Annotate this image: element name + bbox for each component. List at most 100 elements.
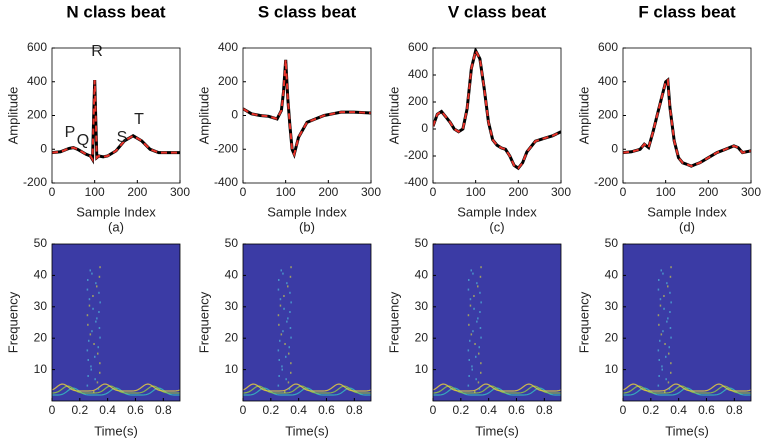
y-tick-label: 50 bbox=[34, 236, 48, 250]
spectrogram-background bbox=[433, 244, 561, 401]
x-tick-label: 200 bbox=[127, 185, 147, 199]
spectrogram-speckle bbox=[658, 323, 660, 326]
spectrogram-speckle bbox=[479, 327, 482, 329]
spectrogram-speckle bbox=[475, 355, 477, 358]
spectrogram-speckle bbox=[480, 266, 482, 269]
spectrogram-speckle bbox=[468, 323, 470, 326]
annotation: R bbox=[91, 43, 103, 60]
spectrogram-speckle bbox=[479, 311, 481, 313]
annotation: T bbox=[134, 111, 144, 128]
spectrogram-speckle bbox=[475, 378, 477, 381]
spectrogram-speckle bbox=[88, 304, 91, 307]
spectrogram-speckle bbox=[667, 381, 670, 384]
spectrogram-speckle bbox=[467, 288, 470, 291]
chart-title: F class beat bbox=[638, 2, 736, 21]
x-tick-label: 0.2 bbox=[71, 403, 88, 417]
chart-title: N class beat bbox=[66, 2, 166, 21]
spectrogram-speckle bbox=[657, 314, 660, 317]
axes-box bbox=[242, 243, 372, 402]
spectrogram-speckle bbox=[659, 339, 661, 342]
spectrogram-speckle bbox=[278, 323, 280, 326]
x-tick-label: 0.6 bbox=[508, 403, 525, 417]
x-tick-label: 0 bbox=[620, 403, 627, 417]
spectrogram-speckle bbox=[98, 327, 101, 329]
spectrogram-speckle bbox=[290, 301, 292, 304]
series-line bbox=[433, 48, 561, 170]
spectrogram-speckle bbox=[277, 314, 280, 317]
y-tick-label: 200 bbox=[598, 108, 618, 122]
spectrogram-speckle bbox=[91, 272, 93, 275]
spectrogram-speckle bbox=[468, 279, 470, 281]
spectrogram-speckle bbox=[283, 295, 285, 297]
spectrogram-speckle bbox=[94, 355, 96, 358]
x-tick-label: 0.6 bbox=[127, 403, 144, 417]
x-tick-label: 0.4 bbox=[290, 403, 307, 417]
spectrogram-speckle bbox=[480, 362, 482, 365]
y-tick-label: 10 bbox=[605, 362, 619, 376]
spectrogram-speckle bbox=[87, 359, 89, 361]
spectrogram-speckle bbox=[277, 384, 280, 387]
spectrogram-speckle bbox=[99, 266, 101, 269]
spectrogram-speckle bbox=[479, 291, 481, 294]
spectrogram-speckle bbox=[97, 352, 99, 355]
y-tick-label: 400 bbox=[408, 67, 428, 81]
x-tick-label: 300 bbox=[551, 185, 571, 199]
y-tick-label: 600 bbox=[27, 40, 47, 54]
spectrogram-speckle bbox=[660, 333, 663, 336]
x-tick-label: 100 bbox=[85, 185, 105, 199]
spectrogram-speckle bbox=[468, 359, 470, 361]
spectrogram-speckle bbox=[473, 295, 475, 297]
y-tick-label: -400 bbox=[404, 175, 428, 189]
spectrogram-speckle bbox=[93, 391, 95, 393]
x-tick-label: 200 bbox=[508, 185, 528, 199]
line-chart: 0 100 200 300 -400 -200 0 200 400 S class beat Sam… bbox=[196, 2, 381, 234]
series-line bbox=[243, 59, 371, 158]
y-axis-label: Amplitude bbox=[196, 87, 211, 145]
spectrogram-speckle bbox=[86, 384, 89, 387]
y-tick-label: 200 bbox=[408, 94, 428, 108]
x-axis-label: Time(s) bbox=[94, 423, 138, 438]
x-tick-label: 0.4 bbox=[99, 403, 116, 417]
axes-box bbox=[242, 47, 372, 184]
spectrogram-speckle bbox=[467, 314, 470, 317]
spectrogram-speckle bbox=[289, 291, 291, 294]
y-tick-label: -400 bbox=[214, 175, 238, 189]
caption: (c) bbox=[489, 219, 504, 234]
spectrogram-speckle bbox=[279, 298, 282, 301]
spectrogram-speckle bbox=[284, 391, 286, 393]
x-tick-label: 100 bbox=[276, 185, 296, 199]
spectrogram-speckle bbox=[290, 362, 292, 365]
spectrogram-speckle bbox=[667, 285, 669, 288]
spectrogram-streak bbox=[52, 383, 180, 392]
spectrogram-speckle bbox=[668, 352, 670, 355]
axes-box bbox=[432, 243, 562, 402]
spectrogram-speckle bbox=[87, 323, 89, 326]
spectrogram-speckle bbox=[90, 365, 92, 368]
spectrogram-speckle bbox=[289, 275, 292, 278]
spectrogram-speckle bbox=[467, 384, 470, 387]
y-tick-label: 30 bbox=[415, 299, 429, 313]
x-axis-label: Time(s) bbox=[665, 423, 709, 438]
spectrogram-speckle bbox=[470, 269, 472, 272]
y-tick-label: 20 bbox=[415, 330, 429, 344]
spectrogram-chart: 0 0.2 0.4 0.6 0.8 10 20 30 40 50 Time(s) Frequency bbox=[196, 236, 372, 438]
y-tick-label: 600 bbox=[408, 40, 428, 54]
y-tick-label: 400 bbox=[218, 40, 238, 54]
spectrogram-speckle bbox=[658, 375, 660, 377]
spectrogram-speckle bbox=[279, 304, 282, 307]
spectrogram-speckle bbox=[471, 368, 473, 371]
spectrogram-speckle bbox=[286, 320, 288, 323]
spectrogram-speckle bbox=[98, 311, 100, 313]
spectrogram-background bbox=[243, 244, 371, 401]
spectrogram-speckle bbox=[96, 381, 99, 384]
y-tick-label: 40 bbox=[34, 268, 48, 282]
y-tick-label: 10 bbox=[415, 362, 429, 376]
x-tick-label: 0 bbox=[49, 185, 56, 199]
spectrogram-speckle bbox=[94, 378, 96, 381]
x-tick-label: 0.8 bbox=[536, 403, 553, 417]
spectrogram-speckle bbox=[470, 333, 473, 336]
y-tick-label: 40 bbox=[415, 268, 429, 282]
spectrogram-speckle bbox=[278, 279, 280, 281]
